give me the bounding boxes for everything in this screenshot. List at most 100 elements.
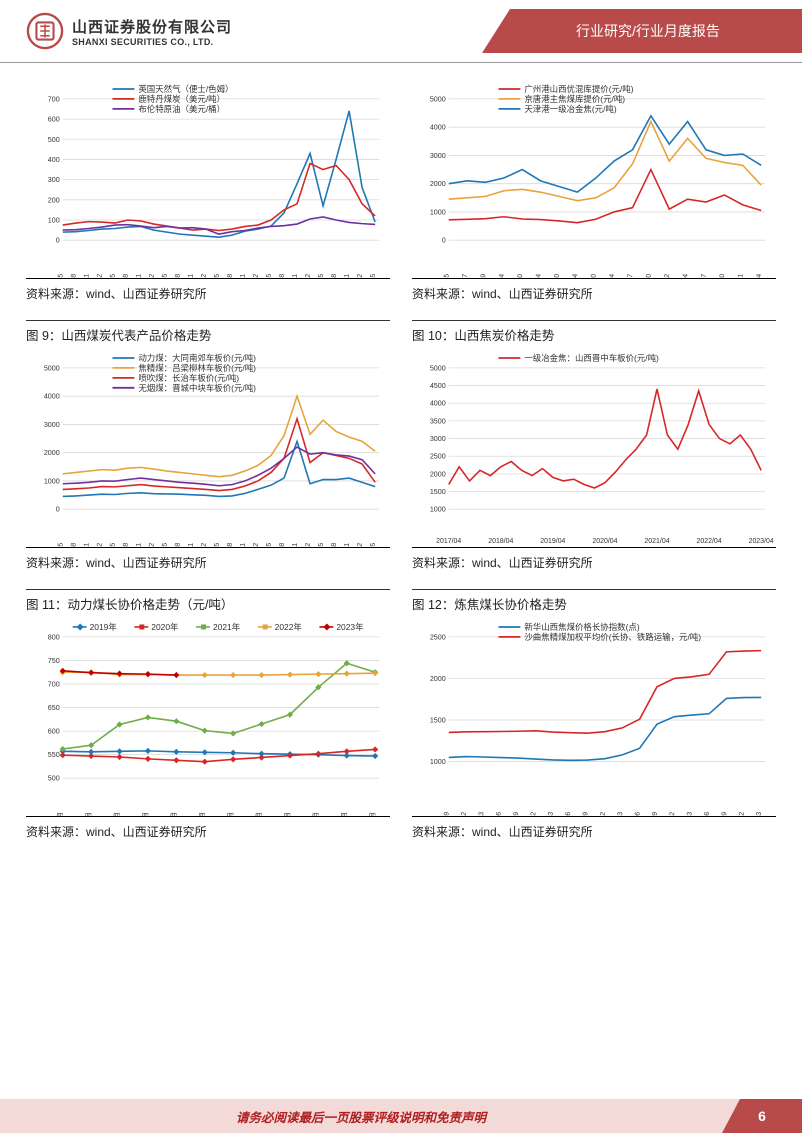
chart-title: 图 11：动力煤长协价格走势（元/吨） (26, 592, 390, 619)
svg-text:2018-04: 2018-04 (497, 273, 506, 278)
svg-text:2000: 2000 (44, 449, 60, 457)
svg-text:01月: 01月 (55, 811, 64, 816)
svg-text:07月: 07月 (226, 811, 235, 816)
svg-text:4000: 4000 (44, 393, 60, 401)
svg-text:2019-02: 2019-02 (147, 542, 156, 547)
svg-text:2017-11: 2017-11 (82, 542, 91, 547)
chart-panel: 010002000300040005000广州港山西优混库提价(元/吨)京唐港主… (412, 81, 776, 310)
chart-svg: 5005506006507007508002019年2020年2021年2022… (26, 619, 390, 816)
svg-text:布伦特原油（美元/桶）: 布伦特原油（美元/桶） (138, 104, 225, 114)
svg-text:2019-04: 2019-04 (533, 273, 542, 278)
chart-svg: 1000150020002500新华山西焦煤价格长协指数(点)沙曲焦精煤加权平均… (412, 619, 776, 816)
svg-text:2023-02: 2023-02 (355, 542, 364, 547)
svg-text:2021-02: 2021-02 (251, 273, 260, 278)
svg-text:新华山西焦煤价格长协指数(点): 新华山西焦煤价格长协指数(点) (524, 622, 639, 632)
svg-text:2021/12: 2021/12 (667, 811, 676, 816)
svg-text:2019-05: 2019-05 (160, 273, 169, 278)
svg-text:2018/04: 2018/04 (488, 538, 513, 545)
svg-text:2017/04: 2017/04 (436, 538, 461, 545)
chart-box: 1000150020002500新华山西焦煤价格长协指数(点)沙曲焦精煤加权平均… (412, 619, 776, 817)
svg-text:2020-02: 2020-02 (199, 273, 208, 278)
svg-text:2017-07: 2017-07 (460, 273, 469, 278)
svg-text:2021-07: 2021-07 (625, 273, 634, 278)
svg-text:2017-09: 2017-09 (478, 273, 487, 278)
svg-text:2000: 2000 (430, 470, 446, 478)
svg-text:2019-11: 2019-11 (186, 542, 195, 547)
svg-text:2020/06: 2020/06 (563, 811, 572, 816)
svg-text:2018-11: 2018-11 (134, 542, 143, 547)
svg-text:09月: 09月 (283, 811, 292, 816)
chart-box: 5005506006507007508002019年2020年2021年2022… (26, 619, 390, 817)
svg-text:2017-08: 2017-08 (69, 542, 78, 547)
svg-text:2019-02: 2019-02 (147, 273, 156, 278)
svg-text:2021-04: 2021-04 (607, 273, 616, 278)
svg-text:700: 700 (48, 95, 60, 103)
svg-text:4000: 4000 (430, 400, 446, 408)
svg-text:2021/03: 2021/03 (615, 811, 624, 816)
chart-title: 图 9：山西煤炭代表产品价格走势 (26, 323, 390, 350)
svg-text:2019-10: 2019-10 (552, 273, 561, 278)
svg-text:2022-05: 2022-05 (316, 542, 325, 547)
svg-text:2019年: 2019年 (90, 622, 118, 632)
svg-text:800: 800 (48, 633, 60, 641)
svg-text:2022-02: 2022-02 (303, 273, 312, 278)
svg-text:2020/03: 2020/03 (546, 811, 555, 816)
svg-text:京唐港主焦煤库提价(元/吨): 京唐港主焦煤库提价(元/吨) (524, 94, 625, 104)
svg-text:750: 750 (48, 657, 60, 665)
svg-text:1000: 1000 (430, 208, 446, 216)
svg-text:2021/04: 2021/04 (644, 538, 669, 545)
header-category-tab: 行业研究/行业月度报告 (482, 0, 802, 62)
svg-text:300: 300 (48, 176, 60, 184)
svg-text:2017-05: 2017-05 (56, 542, 65, 547)
svg-text:600: 600 (48, 728, 60, 736)
svg-text:广州港山西优混库提价(元/吨): 广州港山西优混库提价(元/吨) (524, 84, 633, 94)
svg-text:1000: 1000 (430, 506, 446, 514)
footer-disclaimer: 请务必阅读最后一页股票评级说明和免责声明 (0, 1107, 722, 1126)
svg-text:2017-11: 2017-11 (82, 273, 91, 278)
company-name-en: SHANXI SECURITIES CO., LTD. (72, 37, 232, 47)
svg-text:550: 550 (48, 751, 60, 759)
chart-title: 图 12：炼焦煤长协价格走势 (412, 592, 776, 619)
panel-divider (26, 320, 390, 321)
svg-text:2018-11: 2018-11 (134, 273, 143, 278)
svg-text:2020-10: 2020-10 (589, 273, 598, 278)
svg-text:天津港一级冶金焦(元/吨): 天津港一级冶金焦(元/吨) (524, 104, 617, 114)
svg-text:400: 400 (48, 156, 60, 164)
svg-text:2023/04: 2023/04 (749, 538, 774, 545)
chart-source: 资料来源：wind、山西证券研究所 (412, 548, 776, 579)
category-label: 行业研究/行业月度报告 (482, 9, 802, 53)
chart-source: 资料来源：wind、山西证券研究所 (26, 817, 390, 848)
svg-text:2018/09: 2018/09 (442, 811, 451, 816)
svg-text:2021-08: 2021-08 (277, 542, 286, 547)
logo-area: 山西证券股份有限公司 SHANXI SECURITIES CO., LTD. (0, 12, 482, 50)
svg-text:0: 0 (442, 237, 446, 245)
chart-panel: 图 12：炼焦煤长协价格走势1000150020002500新华山西焦煤价格长协… (412, 589, 776, 848)
chart-panel: 0100200300400500600700英国天然气（便士/色姆）鹿特丹煤炭（… (26, 81, 390, 310)
svg-text:2022-11: 2022-11 (342, 542, 351, 547)
svg-text:2022-05: 2022-05 (316, 273, 325, 278)
svg-text:2022年: 2022年 (275, 622, 303, 632)
svg-text:05月: 05月 (169, 811, 178, 816)
svg-text:2021-02: 2021-02 (251, 542, 260, 547)
svg-text:2020-08: 2020-08 (225, 273, 234, 278)
svg-text:2020年: 2020年 (151, 622, 179, 632)
chart-source: 资料来源：wind、山西证券研究所 (26, 548, 390, 579)
svg-text:2022-04: 2022-04 (680, 273, 689, 278)
svg-text:2018-08: 2018-08 (121, 542, 130, 547)
svg-text:3000: 3000 (430, 152, 446, 160)
svg-text:2021-10: 2021-10 (644, 273, 653, 278)
svg-text:2018-02: 2018-02 (95, 542, 104, 547)
svg-text:2023-05: 2023-05 (368, 273, 377, 278)
svg-text:1000: 1000 (44, 477, 60, 485)
svg-text:2018-05: 2018-05 (108, 542, 117, 547)
svg-text:动力煤：大同南郊车板价(元/吨): 动力煤：大同南郊车板价(元/吨) (138, 353, 256, 363)
svg-text:4500: 4500 (430, 382, 446, 390)
svg-text:鹿特丹煤炭（美元/吨）: 鹿特丹煤炭（美元/吨） (138, 94, 225, 104)
svg-text:2000: 2000 (430, 180, 446, 188)
svg-text:2019/12: 2019/12 (528, 811, 537, 816)
svg-text:2022/06: 2022/06 (702, 811, 711, 816)
svg-text:2019/03: 2019/03 (476, 811, 485, 816)
panel-divider (412, 320, 776, 321)
svg-text:3000: 3000 (44, 421, 60, 429)
svg-text:2500: 2500 (430, 633, 446, 641)
